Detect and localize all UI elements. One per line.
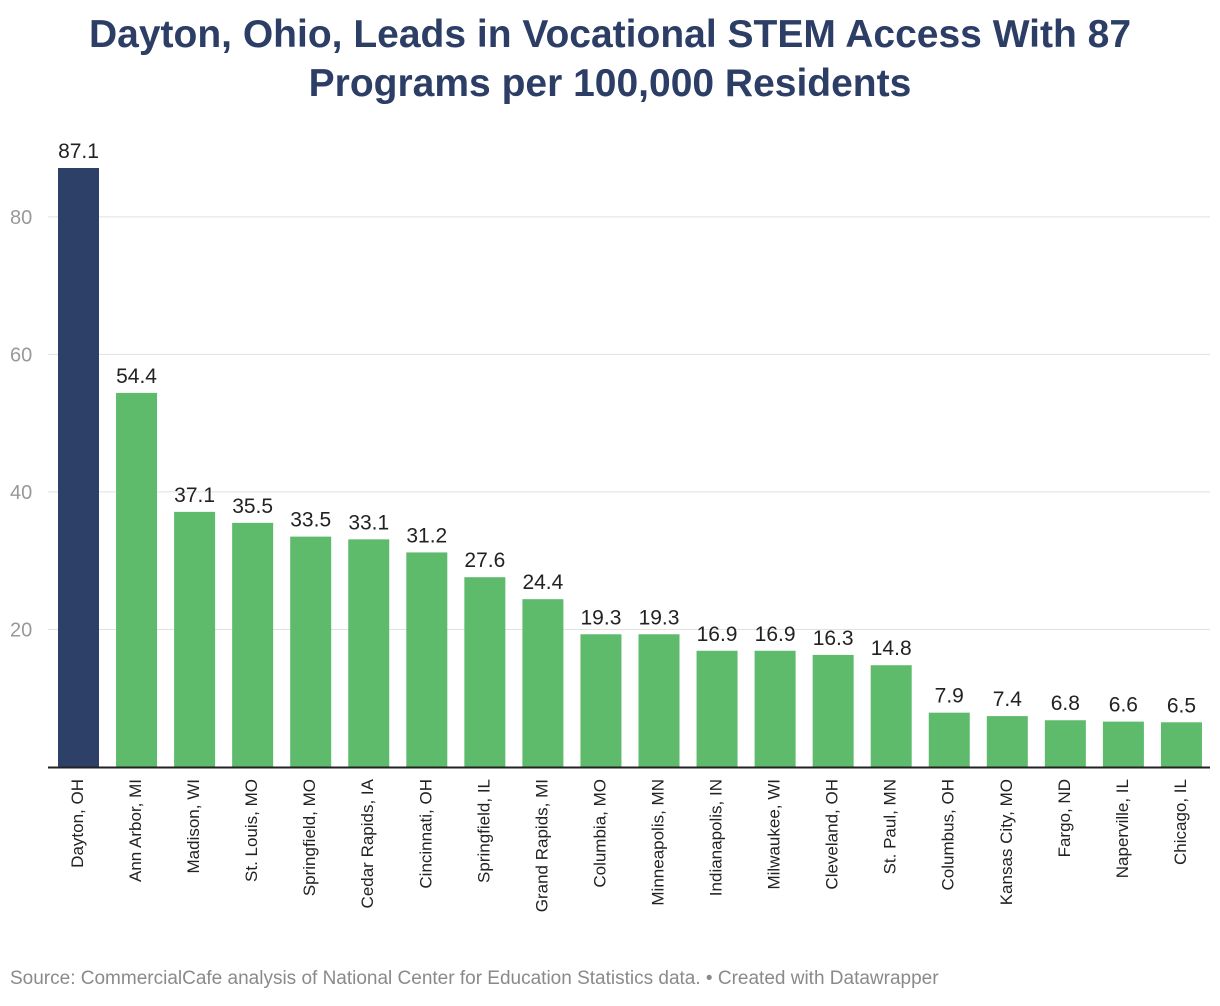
bar bbox=[174, 511, 216, 767]
category-label: Naperville, IL bbox=[1113, 779, 1132, 878]
y-tick-label: 20 bbox=[10, 620, 32, 642]
value-label: 6.8 bbox=[1051, 692, 1080, 715]
value-label: 19.3 bbox=[639, 606, 680, 629]
category-label: Milwaukee, WI bbox=[765, 779, 784, 890]
bar bbox=[870, 665, 912, 767]
source-note: Source: CommercialCafe analysis of Natio… bbox=[10, 968, 939, 989]
category-label: Indianapolis, IN bbox=[707, 779, 726, 896]
value-label: 37.1 bbox=[174, 484, 215, 507]
bars bbox=[58, 168, 1202, 767]
bar bbox=[406, 552, 448, 767]
category-label: Cedar Rapids, IA bbox=[358, 778, 377, 908]
value-label: 87.1 bbox=[58, 140, 99, 163]
value-label: 33.5 bbox=[290, 509, 331, 532]
category-label: Kansas City, MO bbox=[997, 779, 1016, 905]
bar bbox=[116, 392, 158, 767]
value-label: 6.6 bbox=[1109, 694, 1138, 717]
gridlines bbox=[48, 216, 1210, 630]
category-labels: Dayton, OH Ann Arbor, MI Madison, WI St. Lo… bbox=[68, 778, 1190, 912]
value-labels: 87.1 54.4 37.1 35.5 33.5 33.1 31.2 27.6 24.4 19.3… bbox=[58, 140, 1196, 717]
value-label: 7.4 bbox=[993, 688, 1023, 711]
value-label: 35.5 bbox=[232, 495, 273, 518]
category-label: Columbia, MO bbox=[590, 779, 609, 888]
bar bbox=[986, 716, 1028, 767]
y-axis-tick-labels: 20 40 60 80 bbox=[10, 207, 32, 642]
bar bbox=[348, 539, 390, 767]
bar bbox=[928, 712, 970, 767]
bar bbox=[754, 650, 796, 767]
value-label: 14.8 bbox=[871, 637, 912, 660]
value-label: 27.6 bbox=[464, 549, 505, 572]
value-label: 33.1 bbox=[348, 511, 389, 534]
bar bbox=[58, 168, 99, 767]
category-label: Madison, WI bbox=[184, 779, 203, 873]
bar bbox=[696, 650, 738, 767]
value-label: 31.2 bbox=[406, 524, 447, 547]
bar bbox=[232, 522, 274, 767]
y-tick-label: 80 bbox=[10, 207, 32, 229]
y-tick-label: 60 bbox=[10, 345, 32, 367]
value-label: 6.5 bbox=[1167, 694, 1196, 717]
value-label: 16.3 bbox=[813, 627, 854, 650]
bar bbox=[812, 654, 854, 767]
value-label: 24.4 bbox=[522, 571, 563, 594]
bar bbox=[580, 634, 622, 767]
category-label: Cincinnati, OH bbox=[416, 779, 435, 889]
chart-title: Dayton, Ohio, Leads in Vocational STEM A… bbox=[88, 13, 1132, 105]
bar bbox=[1160, 722, 1202, 767]
category-label: Dayton, OH bbox=[68, 779, 87, 868]
category-label: Fargo, ND bbox=[1055, 779, 1074, 857]
bar bbox=[464, 577, 506, 767]
category-label: St. Louis, MO bbox=[242, 779, 261, 882]
bar bbox=[290, 536, 332, 767]
y-tick-label: 40 bbox=[10, 482, 32, 504]
bar bbox=[522, 599, 564, 767]
bar bbox=[638, 634, 680, 767]
value-label: 19.3 bbox=[581, 606, 622, 629]
category-label: Grand Rapids, MI bbox=[532, 779, 551, 912]
bar bbox=[1102, 721, 1144, 767]
category-label: Springfield, IL bbox=[474, 779, 493, 883]
category-label: Minneapolis, MN bbox=[648, 779, 667, 906]
value-label: 16.9 bbox=[697, 623, 738, 646]
category-label: St. Paul, MN bbox=[881, 779, 900, 874]
category-label: Cleveland, OH bbox=[823, 779, 842, 890]
category-label: Springfield, MO bbox=[300, 779, 319, 896]
category-label: Chicago, IL bbox=[1171, 779, 1190, 865]
value-label: 16.9 bbox=[755, 623, 796, 646]
value-label: 54.4 bbox=[116, 365, 157, 388]
category-label: Ann Arbor, MI bbox=[126, 779, 145, 882]
category-label: Columbus, OH bbox=[939, 779, 958, 890]
bar bbox=[1044, 720, 1086, 767]
value-label: 7.9 bbox=[935, 685, 964, 708]
